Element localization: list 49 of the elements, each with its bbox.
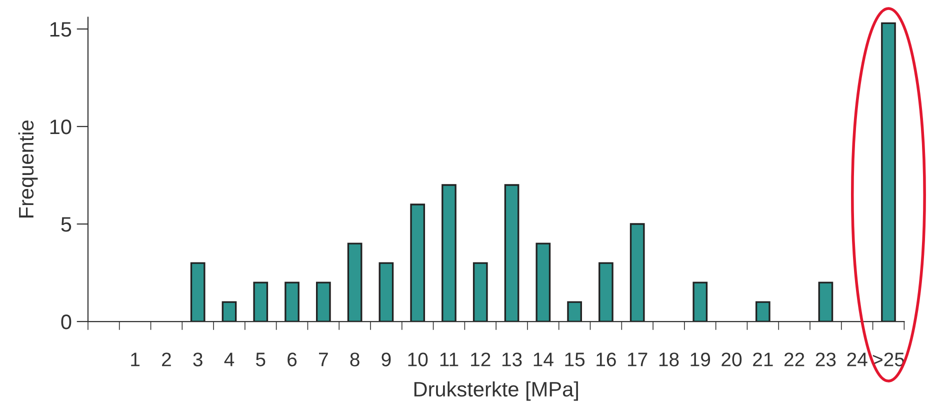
- x-tick-label: 12: [471, 352, 490, 366]
- x-tick-label: 8: [350, 352, 360, 366]
- bar: [567, 301, 582, 322]
- bar: [347, 242, 362, 322]
- x-tick-label: 14: [534, 352, 554, 366]
- bar: [630, 223, 645, 322]
- x-tick-label: 20: [722, 352, 742, 366]
- bar: [190, 262, 206, 322]
- bar: [222, 301, 237, 322]
- x-tick-label: 7: [319, 352, 328, 366]
- bar: [472, 262, 488, 322]
- x-tick-label: 18: [659, 352, 679, 366]
- x-tick-label: 24: [847, 352, 868, 366]
- x-tick-label: 4: [224, 352, 234, 366]
- bar: [536, 242, 551, 322]
- y-tick-label: 5: [61, 217, 72, 232]
- x-tick-label: 1: [131, 352, 140, 366]
- bar: [881, 22, 896, 322]
- y-tick-label: 0: [61, 314, 72, 330]
- bar: [284, 282, 300, 322]
- x-tick-label: 3: [193, 352, 202, 366]
- x-tick-label: 11: [440, 352, 458, 366]
- x-tick-label: 21: [753, 352, 773, 366]
- bar: [442, 184, 456, 322]
- bar: [598, 262, 614, 322]
- x-tick-label: 13: [502, 352, 522, 366]
- x-tick-label: 19: [690, 352, 710, 366]
- x-tick-label: 6: [288, 352, 297, 366]
- x-tick-label: 23: [816, 352, 836, 366]
- bar: [316, 282, 331, 322]
- bar: [410, 204, 426, 322]
- bar: [818, 282, 834, 322]
- bar: [253, 282, 268, 322]
- bar: [504, 184, 520, 322]
- x-tick-label: 15: [565, 352, 585, 366]
- bar: [692, 282, 708, 322]
- bar: [378, 262, 394, 322]
- x-tick-label: 22: [784, 352, 804, 366]
- bar: [755, 301, 770, 322]
- y-axis-title: Frequentie: [18, 120, 38, 218]
- y-tick-label: 15: [50, 22, 72, 37]
- y-tick-label: 10: [50, 120, 72, 134]
- x-tick-label: 5: [256, 352, 266, 366]
- x-tick-label: 10: [408, 352, 428, 366]
- x-tick-label: 16: [596, 352, 616, 366]
- x-axis-title: Druksterkte [MPa]: [414, 381, 578, 401]
- x-tick-label: 17: [628, 352, 648, 366]
- x-tick-label: 2: [162, 352, 171, 366]
- x-tick-label: 9: [382, 352, 391, 366]
